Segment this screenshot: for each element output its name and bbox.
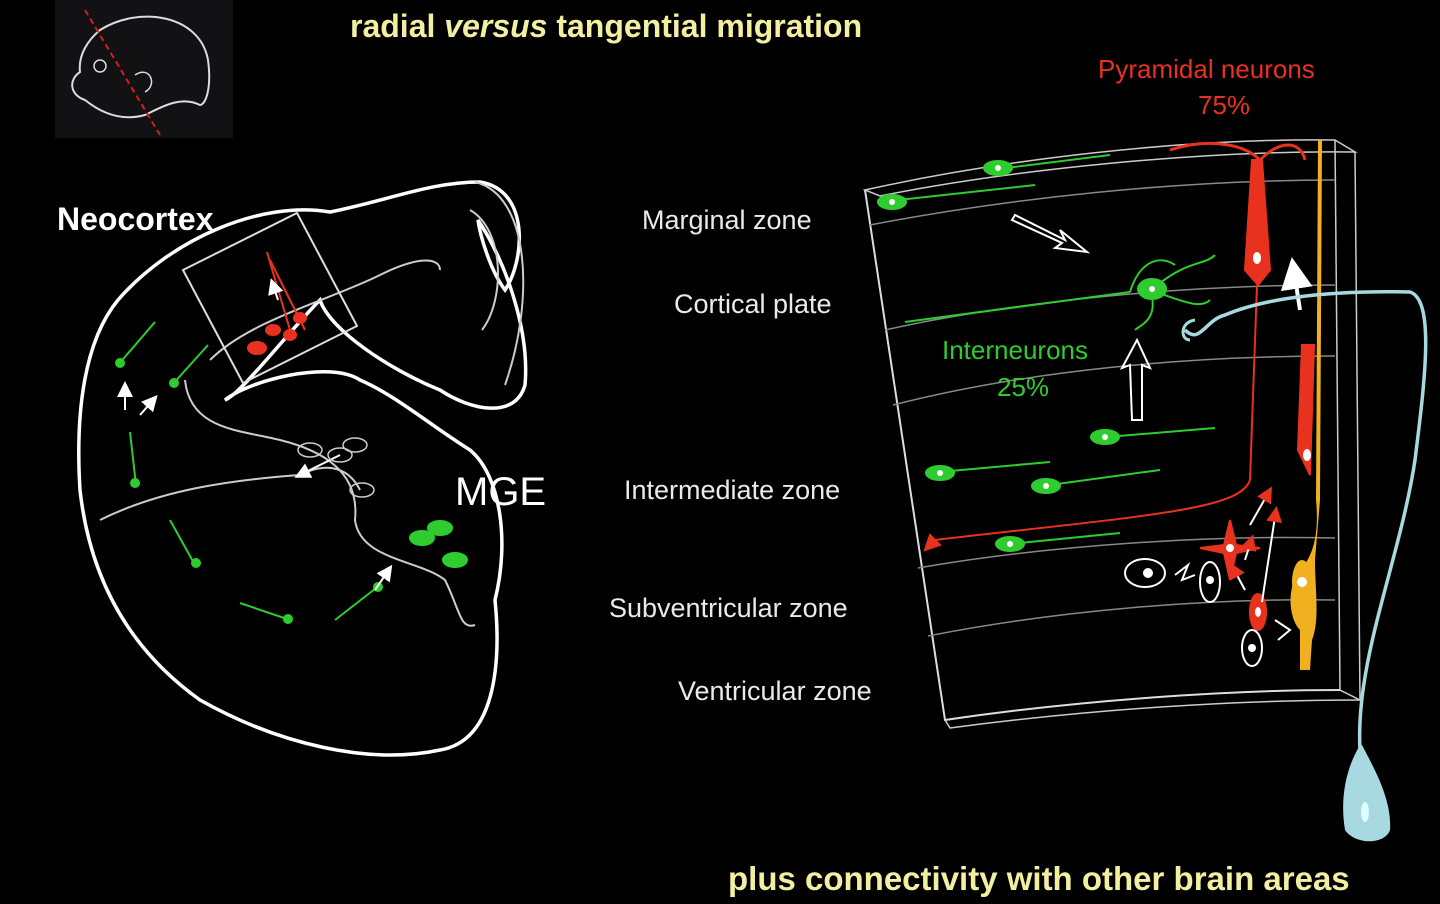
zone-label-ventricular: Ventricular zone: [678, 676, 872, 706]
title-italic: versus: [444, 8, 548, 44]
zone-label-cortical-plate: Cortical plate: [674, 289, 832, 319]
hemisphere-section: [77, 180, 528, 757]
zone-label-marginal: Marginal zone: [642, 205, 812, 235]
interneurons-label: Interneurons: [942, 335, 1088, 365]
title-prefix: radial: [350, 8, 445, 44]
mge-label: MGE: [455, 470, 546, 514]
pyramidal-neurons-label: Pyramidal neurons: [1098, 54, 1315, 84]
zone-label-subventricular: Subventricular zone: [609, 593, 848, 623]
title-suffix: tangential migration: [547, 8, 863, 44]
embryo-head-thumbnail: [55, 0, 233, 138]
slide-title: radial versus tangential migration: [350, 8, 862, 45]
interneurons-percent: 25%: [997, 372, 1049, 402]
footer-caption: plus connectivity with other brain areas: [728, 860, 1350, 897]
zone-label-intermediate: Intermediate zone: [624, 475, 840, 505]
pyramidal-neurons-percent: 75%: [1198, 90, 1250, 120]
neocortex-label: Neocortex: [57, 201, 214, 237]
cortical-slab: [862, 139, 1428, 842]
